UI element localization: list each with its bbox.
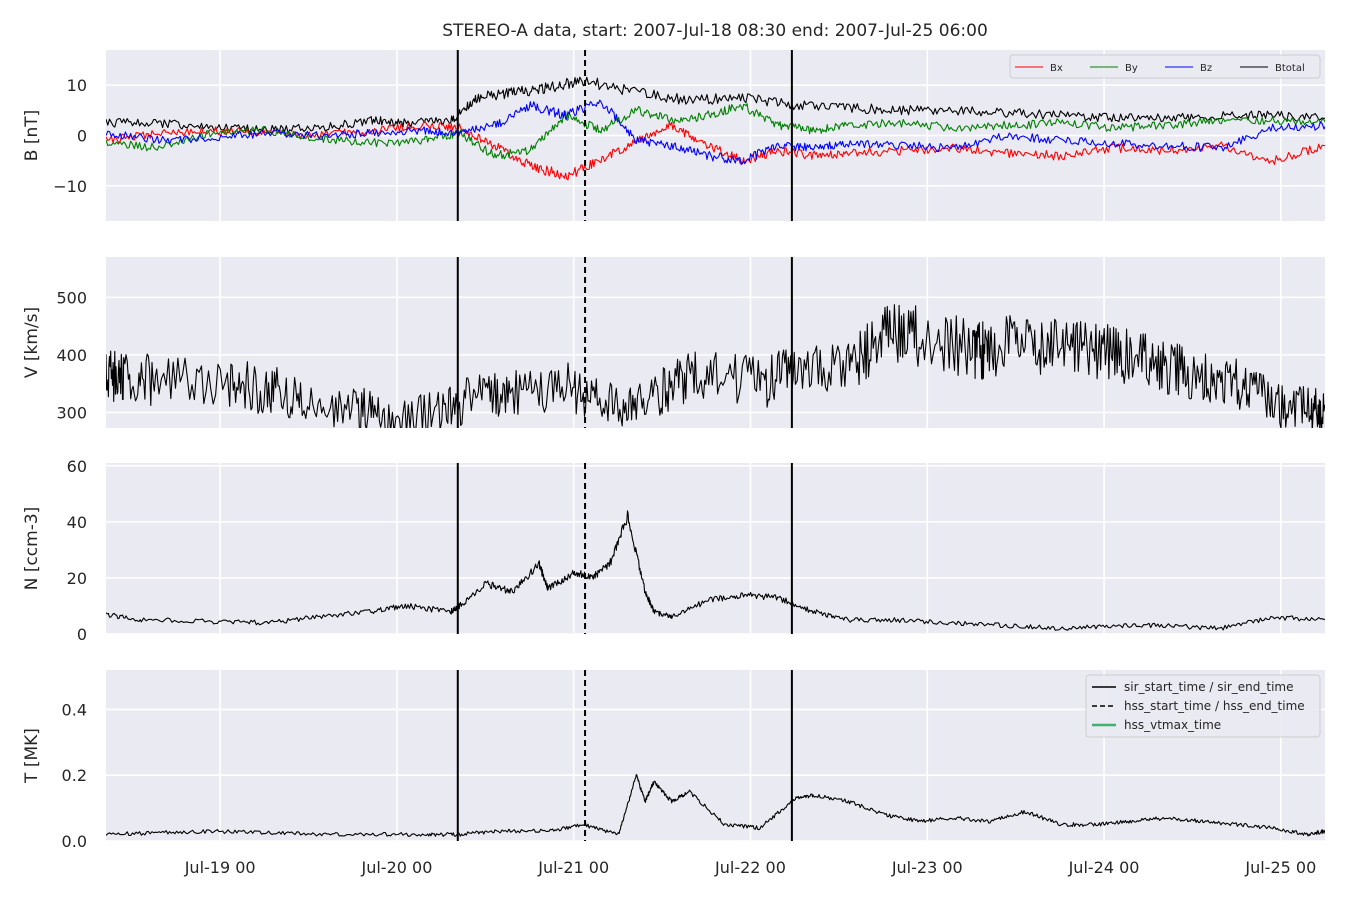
figure-title: STEREO-A data, start: 2007-Jul-18 08:30 … — [442, 21, 988, 41]
y-tick-label: 0.0 — [62, 832, 87, 851]
panel-1: 10 0 −10 B [nT] Bx By Bz Btotal — [22, 50, 1325, 221]
y-tick-label: 400 — [56, 346, 87, 365]
series-line-by — [106, 103, 1325, 160]
y-tick-label: 40 — [67, 513, 87, 532]
series-line-v — [106, 304, 1325, 428]
series-line-bx — [106, 120, 1325, 181]
legend-label-bz: Bz — [1200, 63, 1212, 74]
y-tick-label: 60 — [67, 457, 87, 476]
legend-label: hss_vtmax_time — [1124, 718, 1221, 732]
legend-label-by: By — [1125, 63, 1138, 74]
y-tick-label: 0 — [77, 127, 87, 146]
legend-label-bx: Bx — [1050, 63, 1063, 74]
y-tick-label: 300 — [56, 403, 87, 422]
x-tick-label: Jul-20 00 — [360, 858, 432, 877]
panel-3: 60 40 20 0 N [ccm-3] — [22, 457, 1325, 644]
series-line-t — [106, 773, 1325, 837]
y-axis-label: V [km/s] — [22, 307, 42, 378]
panel-2: 500 400 300 V [km/s] — [22, 257, 1325, 428]
legend-box — [1085, 674, 1321, 738]
plot-area — [106, 510, 1325, 631]
x-tick-label: Jul-25 00 — [1244, 858, 1316, 877]
y-tick-label: 20 — [67, 569, 87, 588]
plot-area — [106, 773, 1325, 837]
y-axis-label: B [nT] — [22, 110, 42, 162]
series-line-bz — [106, 99, 1325, 165]
y-axis-label: T [MK] — [22, 728, 42, 784]
y-axis-label: N [ccm-3] — [22, 507, 42, 591]
panel-background — [106, 257, 1325, 428]
y-tick-label: 0.4 — [62, 700, 87, 719]
legend-label-btotal: Btotal — [1275, 63, 1305, 74]
plot-area — [106, 76, 1325, 181]
legend-label: sir_start_time / sir_end_time — [1124, 680, 1294, 694]
legend-label: hss_start_time / hss_end_time — [1124, 699, 1305, 713]
y-tick-label: −10 — [53, 177, 87, 196]
x-tick-label: Jul-19 00 — [184, 858, 256, 877]
panel-4: 0.4 0.2 0.0 T [MK] sir_start_time / sir_end_… — [22, 670, 1325, 851]
x-tick-label: Jul-21 00 — [537, 858, 609, 877]
shared-x-axis: Jul-19 00 Jul-20 00 Jul-21 00 Jul-22 00 Jul-… — [184, 858, 1317, 877]
y-tick-label: 0.2 — [62, 766, 87, 785]
y-tick-label: 10 — [67, 76, 87, 95]
series-line-btotal — [106, 76, 1325, 134]
y-tick-label: 500 — [56, 288, 87, 307]
x-tick-label: Jul-23 00 — [891, 858, 963, 877]
plot-area — [106, 304, 1325, 428]
x-tick-label: Jul-22 00 — [714, 858, 786, 877]
x-tick-label: Jul-24 00 — [1068, 858, 1140, 877]
series-line-n — [106, 510, 1325, 631]
panel-background — [106, 463, 1325, 634]
y-tick-label: 0 — [77, 625, 87, 644]
